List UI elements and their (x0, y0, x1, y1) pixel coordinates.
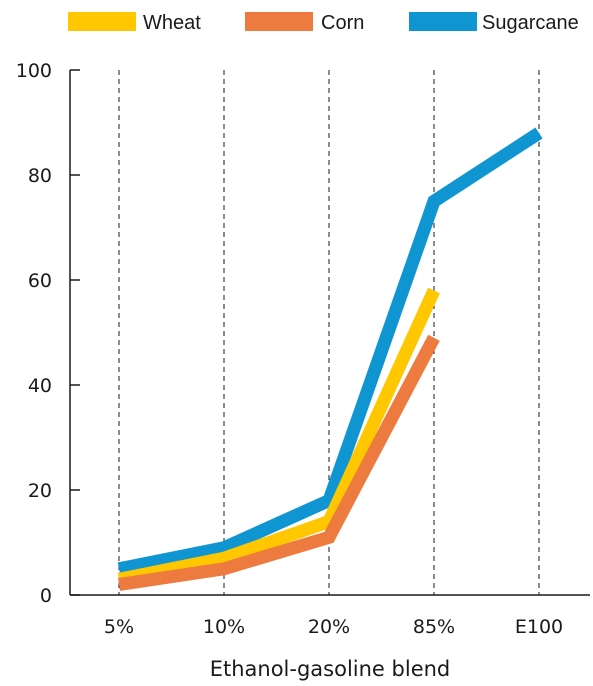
y-ticks: 0 20 40 60 80 100 (16, 60, 80, 607)
y-tick-label: 60 (28, 270, 52, 292)
y-tick-label: 0 (40, 585, 52, 607)
series-line-sugarcane (117, 127, 543, 576)
y-tick-label: 100 (16, 60, 52, 82)
legend-swatch-sugarcane (409, 12, 477, 31)
legend-swatch-corn (245, 12, 313, 31)
x-tick-label: 10% (203, 616, 245, 638)
axes (69, 70, 590, 596)
x-tick-label: E100 (515, 616, 563, 638)
x-tick-label: 20% (308, 616, 350, 638)
legend-label-wheat: Wheat (143, 12, 201, 34)
x-tick-label: 5% (104, 616, 134, 638)
x-ticks: 5% 10% 20% 85% E100 (104, 616, 563, 638)
series-lines (117, 127, 543, 591)
grid-lines (118, 70, 540, 595)
legend: Wheat Corn Sugarcane (68, 12, 579, 34)
series-line-corn (118, 334, 440, 591)
legend-swatch-wheat (68, 12, 136, 31)
legend-label-sugarcane: Sugarcane (482, 12, 579, 34)
y-tick-label: 20 (28, 480, 52, 502)
y-tick-label: 80 (28, 165, 52, 187)
x-tick-label: 85% (413, 616, 455, 638)
y-tick-label: 40 (28, 375, 52, 397)
legend-label-corn: Corn (321, 12, 364, 34)
x-axis-title: Ethanol-gasoline blend (210, 657, 451, 681)
series-line-wheat (117, 287, 440, 586)
